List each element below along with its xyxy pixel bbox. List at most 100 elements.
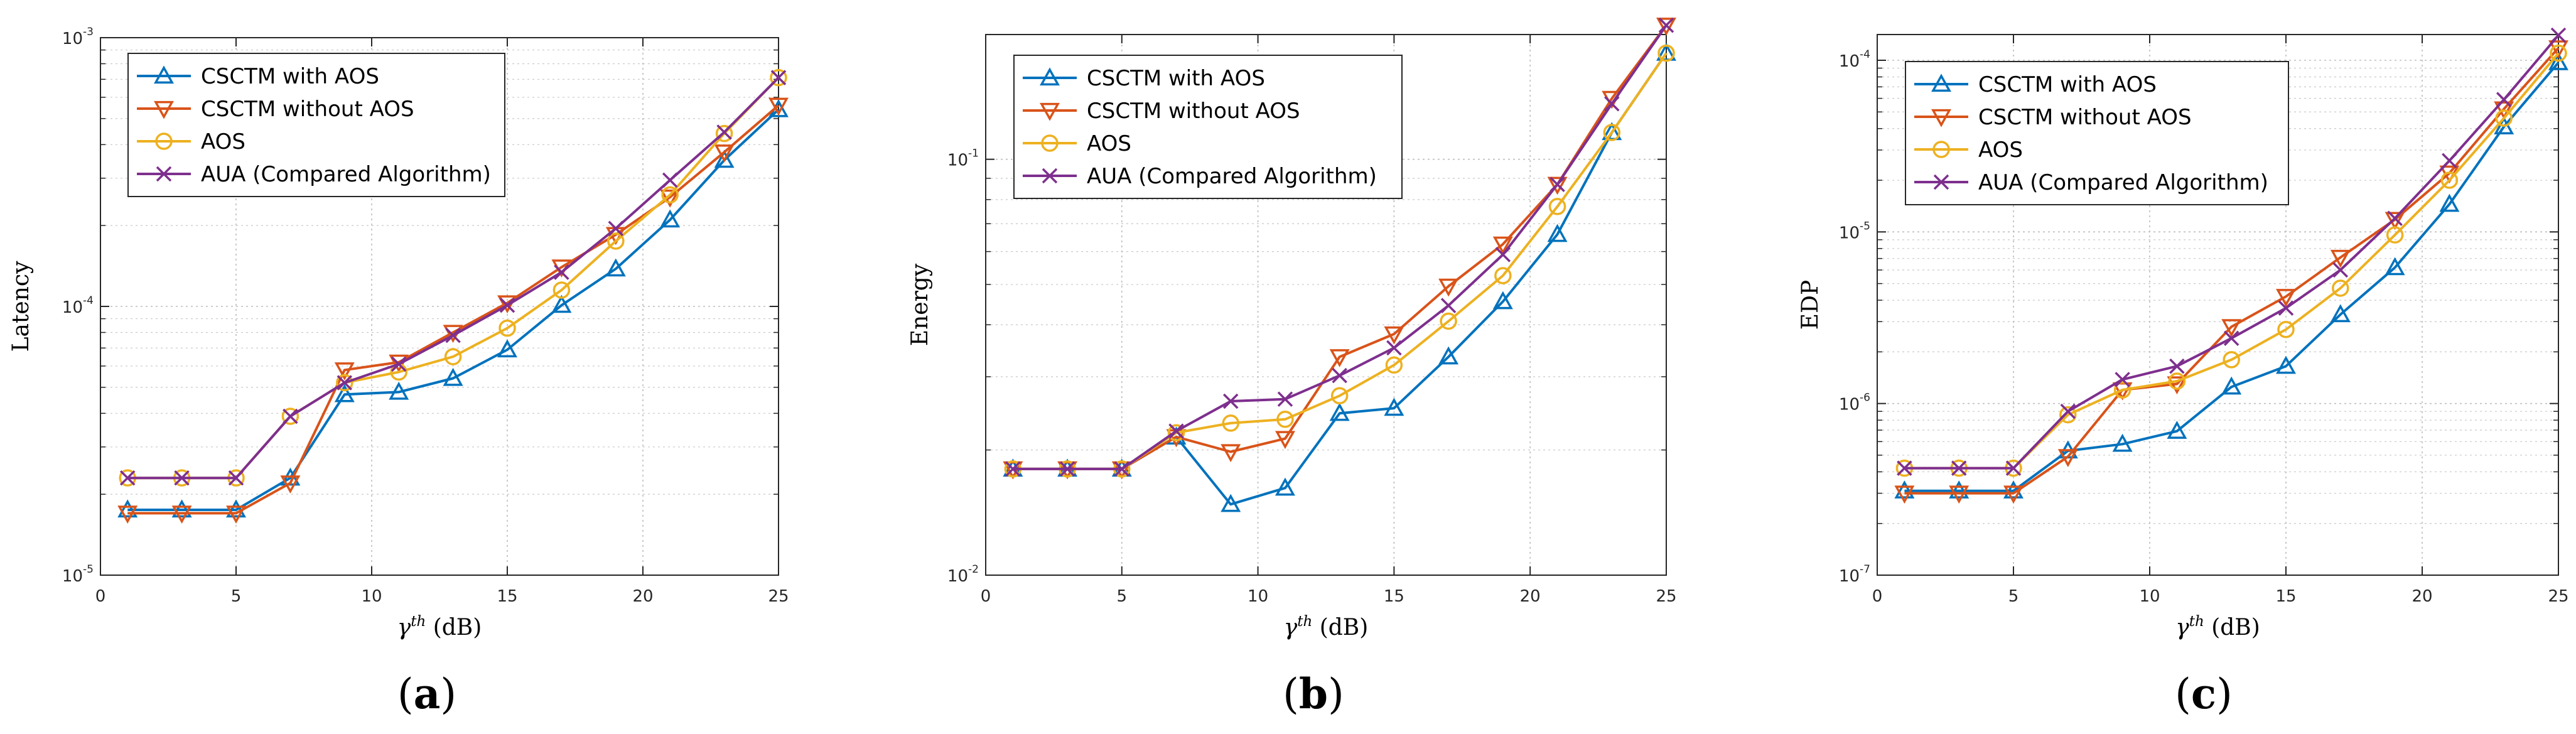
y-axis-label: EDP: [1797, 280, 1823, 330]
data-point: [444, 348, 462, 365]
data-point: [2278, 300, 2294, 316]
axes-box: [1877, 34, 2559, 576]
legend: CSCTM with AOS CSCTM without AOS AOS AUA (C…: [1013, 55, 1403, 199]
data-point: [1329, 402, 1350, 421]
y-tick-exponent: -7: [1860, 563, 1870, 576]
data-point: [661, 186, 679, 204]
data-point: [280, 475, 301, 494]
data-point: [391, 356, 407, 372]
data-point: [1897, 460, 1912, 476]
data-point: [1384, 326, 1404, 345]
data-point: [1492, 236, 1513, 255]
data-point: [2494, 101, 2514, 120]
data-point: [2330, 304, 2351, 323]
data-point: [768, 97, 789, 116]
y-tick-label: 10: [1839, 52, 1860, 71]
data-point: [2548, 40, 2568, 58]
data-point: [1438, 278, 1459, 297]
data-point: [1495, 247, 1511, 262]
legend-box: [1905, 61, 2289, 205]
data-point: [2003, 485, 2024, 504]
data-point: [1221, 494, 1241, 512]
data-point: [1059, 461, 1075, 477]
legend-item: CSCTM with AOS: [137, 64, 379, 89]
data-point: [497, 339, 517, 358]
y-axis-label: Energy: [907, 263, 933, 346]
data-point: [2112, 433, 2133, 452]
data-point: [1658, 18, 1674, 33]
legend-marker: [1041, 134, 1059, 152]
data-point: [1494, 267, 1512, 284]
data-point: [2330, 249, 2351, 268]
data-point: [714, 144, 735, 163]
data-point: [1330, 387, 1349, 405]
x-tick-label: 0: [1872, 587, 1883, 606]
data-point: [2495, 109, 2513, 127]
data-point: [2385, 212, 2405, 230]
data-point: [2277, 321, 2295, 338]
legend-item: CSCTM with AOS: [1914, 72, 2157, 97]
legend-marker: [1040, 67, 1060, 86]
data-point: [2169, 358, 2185, 374]
y-tick-label: 10: [1839, 224, 1860, 242]
data-point: [1329, 349, 1350, 367]
data-point: [1603, 124, 1621, 141]
data-point: [607, 232, 625, 250]
data-point: [336, 374, 353, 392]
data-point: [1438, 346, 1459, 365]
x-tick-label: 15: [1384, 587, 1404, 606]
x-axis-label: γth (dB): [1284, 613, 1369, 640]
data-point: [2440, 171, 2459, 189]
data-point: [1275, 477, 1295, 496]
data-point: [117, 499, 138, 518]
data-point: [1440, 312, 1457, 330]
x-tick-label: 0: [95, 587, 106, 606]
x-tick-label: 15: [2275, 587, 2296, 606]
data-point: [2332, 262, 2349, 278]
legend-label: CSCTM with AOS: [1087, 66, 1265, 91]
data-point: [2223, 330, 2239, 346]
data-point: [1385, 356, 1403, 374]
x-axis-label: γth (dB): [397, 613, 482, 640]
legend-item: CSCTM with AOS: [1023, 66, 1265, 91]
legend-item: AUA (Compared Algorithm): [1914, 170, 2268, 195]
data-point: [171, 499, 192, 518]
y-tick-label: 10: [1839, 567, 1860, 586]
y-tick-exponent: -4: [1860, 48, 1870, 61]
panel-label: (b): [1283, 669, 1344, 718]
data-point: [2496, 92, 2512, 107]
data-point: [1386, 340, 1402, 356]
y-tick-label: 10: [62, 30, 83, 48]
panel-label: (a): [397, 669, 456, 718]
x-tick-label: 10: [361, 587, 382, 606]
series-line: [127, 109, 780, 511]
y-tick-exponent: -5: [1860, 220, 1870, 232]
data-point: [281, 407, 299, 425]
y-tick-exponent: -4: [83, 294, 94, 307]
y-tick-exponent: -5: [83, 563, 94, 576]
data-point: [608, 220, 624, 237]
data-point: [716, 124, 732, 140]
legend-item: AOS: [1023, 131, 1131, 156]
data-point: [117, 505, 138, 524]
x-tick-label: 0: [981, 587, 991, 606]
data-point: [2548, 52, 2568, 70]
legend-item: AUA (Compared Algorithm): [1023, 164, 1377, 189]
x-tick-label: 20: [2412, 587, 2432, 606]
data-point: [228, 470, 244, 486]
legend-label: CSCTM without AOS: [201, 97, 414, 122]
data-point: [770, 68, 787, 87]
x-tick-label: 20: [632, 587, 653, 606]
data-point: [174, 470, 190, 486]
data-point: [1894, 485, 1915, 504]
x-tick-label: 10: [2139, 587, 2160, 606]
data-point: [2276, 289, 2296, 307]
legend-item: CSCTM without AOS: [1023, 99, 1300, 124]
legend-label: CSCTM with AOS: [1978, 72, 2157, 97]
legend-label: AUA (Compared Algorithm): [201, 162, 491, 187]
x-tick-label: 25: [1656, 587, 1676, 606]
x-axis-label: γth (dB): [2175, 613, 2260, 640]
data-point: [1275, 431, 1295, 450]
